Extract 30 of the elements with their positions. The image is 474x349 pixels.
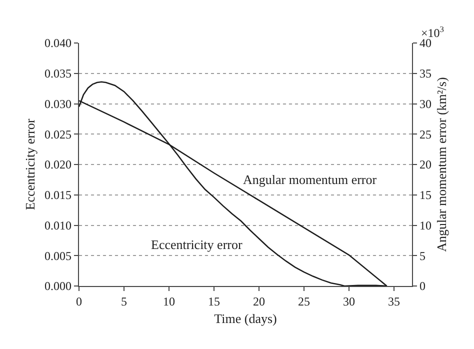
- y-tick-label: 0.025: [44, 127, 72, 142]
- y-axis-title: Eccentricity error: [22, 118, 38, 210]
- x-tick-label: 25: [298, 294, 310, 308]
- y2-tick-label: 30: [420, 96, 432, 111]
- y2-tick-label: 0: [420, 279, 426, 294]
- y-tick-label: 0.000: [44, 279, 72, 294]
- y2-tick-label: 35: [420, 66, 432, 81]
- y2-tick-label: 25: [420, 127, 432, 142]
- y-tick-label: 0.005: [44, 248, 72, 263]
- y-tick-label: 0.010: [44, 218, 72, 232]
- x-tick-label: 5: [121, 294, 127, 308]
- y2-tick-label: 10: [420, 218, 432, 232]
- y2-axis-title: Angular momentum error (km²/s): [434, 77, 450, 252]
- y2-tick-label: 15: [420, 188, 432, 202]
- y2-tick-label: 5: [420, 248, 426, 263]
- x-tick-label: 10: [163, 294, 175, 308]
- annotation: Angular momentum error: [243, 172, 378, 187]
- y2-tick-label: 20: [420, 158, 432, 172]
- y-tick-label: 0.040: [44, 36, 72, 50]
- y-tick-label: 0.030: [44, 96, 72, 111]
- x-tick-label: 15: [208, 294, 220, 308]
- x-tick-label: 0: [76, 294, 82, 308]
- annotation: Eccentricity error: [151, 237, 243, 252]
- x-tick-label: 35: [388, 294, 400, 308]
- y-tick-label: 0.015: [44, 188, 72, 202]
- x-tick-label: 30: [343, 294, 355, 308]
- x-axis-title: Time (days): [214, 311, 277, 326]
- y-tick-label: 0.035: [44, 66, 72, 81]
- x-tick-label: 20: [253, 294, 265, 308]
- y-tick-label: 0.020: [44, 158, 72, 172]
